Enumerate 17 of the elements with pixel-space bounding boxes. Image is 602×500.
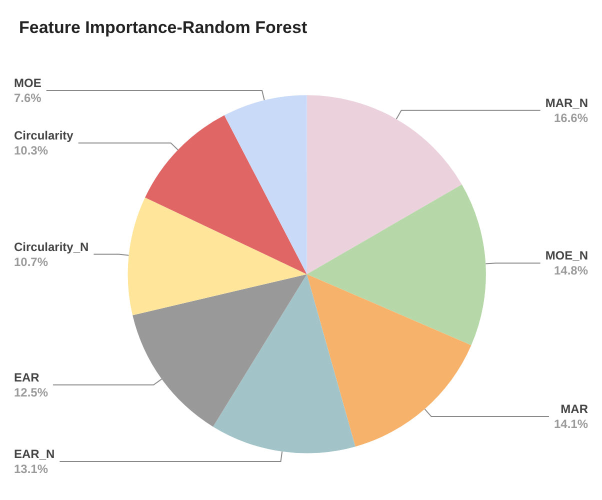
data-label: 10.3% [14,143,48,158]
chart-title: Feature Importance-Random Forest [19,18,308,37]
slice-label: Circularity [14,128,74,142]
slice-label: Circularity_N [14,240,89,254]
data-label: 13.1% [14,462,48,476]
slice-label: MAR_N [545,96,588,110]
slice-label: EAR [14,370,40,384]
slice-label: MAR [560,402,588,416]
slice-label: EAR_N [14,446,55,461]
data-label: 7.6% [14,91,42,106]
data-label: 14.8% [554,264,588,278]
slice-label: MOE_N [545,248,588,263]
data-label: 10.7% [14,254,48,269]
slice-label: MOE [14,76,42,90]
data-label: 12.5% [14,385,48,400]
data-label: 14.1% [554,417,588,432]
data-label: 16.6% [554,110,588,125]
